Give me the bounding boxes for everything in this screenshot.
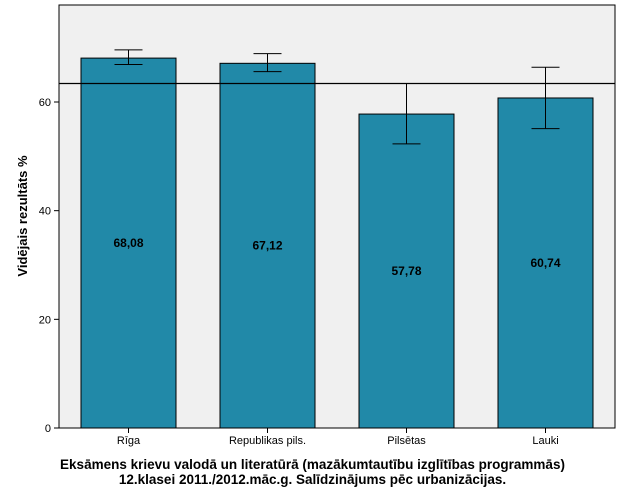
x-tick-label-2: Republikas pils. — [229, 435, 306, 447]
y-tick-label-40: 40 — [39, 206, 51, 218]
y-axis-label: Vidējais rezultāts % — [15, 155, 30, 277]
x-tick-label-4: Lauki — [532, 435, 558, 447]
value-label-4: 60,74 — [530, 256, 560, 270]
bar-1 — [80, 57, 177, 429]
bar-3 — [358, 113, 455, 429]
y-tick-label-20: 20 — [39, 314, 51, 326]
value-label-2: 67,12 — [252, 239, 282, 253]
y-tick-label-60: 60 — [39, 97, 51, 109]
value-label-3: 57,78 — [391, 264, 421, 278]
x-tick-label-1: Rīga — [117, 435, 141, 447]
value-label-1: 68,08 — [113, 236, 143, 250]
x-tick-label-3: Pilsētas — [387, 435, 426, 447]
chart-title-line-2: 12.klasei 2011./2012.māc.g. Salīdzinājum… — [118, 472, 507, 487]
bar-4 — [497, 97, 594, 429]
chart-title-line-1: Eksāmens krievu valodā un literatūrā (ma… — [60, 457, 565, 472]
y-tick-label-0: 0 — [45, 423, 51, 435]
